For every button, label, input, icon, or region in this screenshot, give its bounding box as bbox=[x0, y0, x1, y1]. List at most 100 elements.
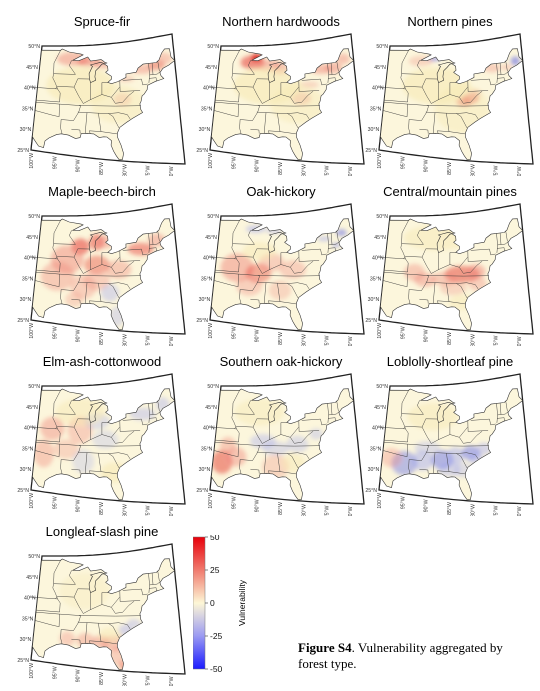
state-boundary bbox=[119, 590, 141, 602]
colorbar-tick-label: 50 bbox=[210, 535, 220, 542]
state-boundary bbox=[108, 283, 120, 298]
vulnerability-region bbox=[242, 241, 276, 261]
state-boundary bbox=[459, 91, 483, 104]
state-boundary bbox=[336, 230, 339, 242]
state-boundary bbox=[98, 112, 131, 120]
latitude-label: 50°N bbox=[207, 384, 219, 390]
state-boundary bbox=[119, 420, 141, 432]
state-boundary bbox=[111, 601, 135, 614]
state-boundary bbox=[119, 80, 141, 92]
latitude-label: 30°N bbox=[20, 637, 32, 643]
longitude-label: 70°W bbox=[169, 336, 175, 346]
state-boundary bbox=[419, 128, 429, 134]
state-boundary bbox=[248, 60, 255, 75]
state-boundary bbox=[290, 431, 314, 444]
latitude-label: 30°N bbox=[368, 467, 380, 473]
state-boundary bbox=[408, 119, 411, 134]
longitude-label: 100°W bbox=[377, 323, 383, 339]
longitude-label: 70°W bbox=[348, 506, 354, 516]
latitude-label: 25°N bbox=[17, 658, 29, 664]
latitude-label: 35°N bbox=[370, 106, 382, 112]
latitude-label: 45°N bbox=[26, 575, 38, 581]
panel-title: Northern hardwoods bbox=[222, 14, 340, 29]
state-boundary bbox=[459, 431, 483, 444]
coastline bbox=[380, 388, 524, 501]
state-boundary bbox=[496, 247, 505, 252]
latitude-label: 50°N bbox=[207, 44, 219, 50]
state-boundary bbox=[86, 622, 102, 644]
state-boundary bbox=[449, 422, 456, 435]
map-panel: Central/mountain pines 50°N 45°N 40°N 35°N 30… bbox=[365, 184, 535, 346]
caption-text: . Vulnerability aggregated by forest typ… bbox=[298, 640, 503, 671]
state-boundary bbox=[231, 73, 237, 89]
state-boundary bbox=[98, 282, 131, 290]
state-boundary bbox=[101, 422, 108, 435]
latitude-label: 50°N bbox=[376, 384, 388, 390]
longitude-label: 95°W bbox=[231, 156, 237, 169]
state-boundary bbox=[101, 592, 108, 605]
vulnerability-region bbox=[446, 447, 465, 465]
longitude-label: 70°W bbox=[169, 166, 175, 176]
state-boundary bbox=[250, 128, 260, 134]
state-boundary bbox=[60, 629, 63, 644]
state-boundary bbox=[250, 468, 260, 474]
state-boundary bbox=[419, 298, 429, 304]
map-panel: Northern hardwoods 50°N 45°N 40°N 35°N 30°N 25… bbox=[196, 14, 366, 176]
longitude-label: 75°W bbox=[146, 165, 152, 176]
state-boundary bbox=[421, 86, 432, 104]
state-boundary bbox=[151, 62, 154, 75]
vulnerability-region bbox=[262, 441, 289, 456]
state-boundary bbox=[35, 441, 60, 457]
state-boundary bbox=[77, 621, 88, 644]
state-boundary bbox=[108, 623, 120, 638]
state-boundary bbox=[69, 400, 76, 415]
latitude-label: 30°N bbox=[199, 127, 211, 133]
latitude-label: 35°N bbox=[22, 106, 34, 112]
longitude-label: 90°W bbox=[255, 329, 261, 342]
state-boundary bbox=[232, 73, 255, 75]
state-boundary bbox=[122, 78, 148, 86]
latitude-label: 50°N bbox=[28, 554, 40, 560]
longitude-label: 95°W bbox=[52, 496, 58, 509]
state-boundary bbox=[71, 298, 81, 304]
longitude-label: 95°W bbox=[52, 156, 58, 169]
state-boundary bbox=[459, 261, 483, 274]
longitude-label: 75°W bbox=[494, 505, 500, 516]
coastline bbox=[211, 388, 355, 501]
vulnerability-region bbox=[92, 430, 119, 449]
longitude-label: 90°W bbox=[76, 499, 82, 512]
longitude-label: 85°W bbox=[99, 502, 105, 515]
state-boundary bbox=[417, 230, 424, 245]
coastline bbox=[380, 48, 524, 161]
state-boundary bbox=[29, 86, 58, 90]
state-boundary bbox=[384, 428, 409, 443]
coastline bbox=[32, 388, 176, 501]
longitude-label: 90°W bbox=[76, 669, 82, 682]
state-boundary bbox=[408, 459, 411, 474]
latitude-label: 30°N bbox=[199, 297, 211, 303]
state-boundary bbox=[232, 50, 240, 74]
longitude-label: 75°W bbox=[325, 505, 331, 516]
longitude-label: 70°W bbox=[169, 506, 175, 516]
latitude-label: 45°N bbox=[374, 235, 386, 241]
figure-caption: Figure S4. Vulnerability aggregated by f… bbox=[298, 640, 528, 672]
longitude-label: 70°W bbox=[348, 166, 354, 176]
state-boundary bbox=[298, 420, 320, 432]
state-boundary bbox=[298, 80, 320, 92]
state-boundary bbox=[327, 247, 336, 252]
state-boundary bbox=[401, 390, 409, 414]
state-boundary bbox=[408, 289, 411, 304]
latitude-label: 35°N bbox=[201, 276, 213, 282]
state-boundary bbox=[36, 258, 61, 273]
state-boundary bbox=[60, 119, 63, 134]
state-boundary bbox=[73, 86, 84, 104]
longitude-label: 90°W bbox=[424, 329, 430, 342]
state-boundary bbox=[280, 422, 287, 435]
latitude-label: 35°N bbox=[22, 446, 34, 452]
latitude-label: 30°N bbox=[199, 467, 211, 473]
state-boundary bbox=[377, 426, 406, 430]
state-boundary bbox=[232, 413, 255, 415]
